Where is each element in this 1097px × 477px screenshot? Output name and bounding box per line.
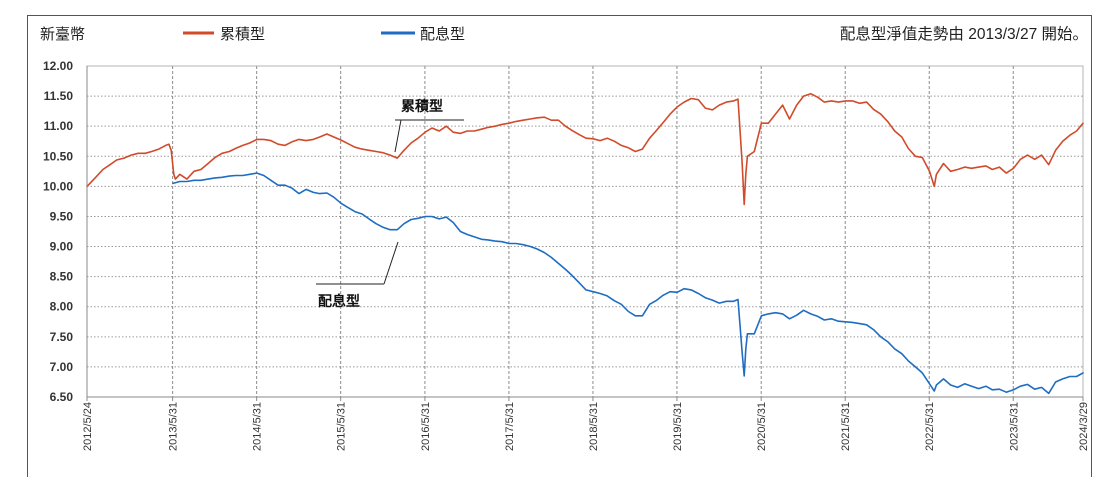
legend-label-accumulation: 累積型 bbox=[220, 26, 265, 43]
x-tick-label: 2019/5/31 bbox=[672, 402, 684, 451]
y-tick-label: 9.50 bbox=[50, 209, 74, 223]
y-tick-label: 8.00 bbox=[50, 300, 74, 314]
x-tick-label: 2016/5/31 bbox=[420, 402, 432, 451]
y-tick-label: 8.50 bbox=[50, 270, 74, 284]
x-tick-label: 2015/5/31 bbox=[336, 402, 348, 451]
callout-label-accumulation: 累積型 bbox=[401, 98, 443, 114]
callout-leader-distribution bbox=[383, 241, 399, 285]
series-line-accumulation bbox=[86, 92, 1084, 206]
start-date-note: 配息型淨值走勢由 2013/3/27 開始。 bbox=[840, 25, 1088, 43]
x-tick-label: 2014/5/31 bbox=[252, 402, 264, 451]
y-tick-label: 10.50 bbox=[43, 149, 73, 163]
callout-accumulation: 累積型 bbox=[394, 98, 464, 153]
outer-frame bbox=[27, 15, 1092, 477]
y-tick-label: 7.50 bbox=[50, 330, 74, 344]
series-line-distribution bbox=[172, 172, 1084, 395]
series-lines bbox=[86, 92, 1084, 395]
y-axis-tick-labels: 12.00 11.50 11.00 10.50 10.00 9.50 9.00 8.50 8.0… bbox=[43, 59, 73, 404]
legend-label-distribution: 配息型 bbox=[420, 26, 465, 43]
callout-label-distribution: 配息型 bbox=[318, 293, 360, 309]
y-tick-label: 11.00 bbox=[44, 119, 74, 133]
x-tick-label: 2023/5/31 bbox=[1008, 402, 1020, 451]
x-tick-label: 2024/3/29 bbox=[1078, 402, 1090, 451]
y-tick-label: 11.50 bbox=[44, 89, 74, 103]
y-tick-label: 9.00 bbox=[50, 240, 74, 254]
x-tick-label: 2012/5/24 bbox=[82, 402, 94, 451]
x-tick-label: 2013/5/31 bbox=[168, 402, 180, 451]
y-tick-label: 10.00 bbox=[43, 179, 73, 193]
x-tick-label: 2020/5/31 bbox=[756, 402, 768, 451]
y-tick-label: 12.00 bbox=[43, 59, 73, 73]
callout-distribution: 配息型 bbox=[316, 241, 399, 309]
x-tick-label: 2017/5/31 bbox=[504, 402, 516, 451]
x-tick-label: 2021/5/31 bbox=[840, 402, 852, 451]
currency-label: 新臺幣 bbox=[40, 26, 85, 43]
x-tick-label: 2022/5/31 bbox=[924, 402, 936, 451]
x-tick-label: 2018/5/31 bbox=[588, 402, 600, 451]
legend: 累積型 配息型 bbox=[183, 26, 465, 43]
gridlines bbox=[86, 66, 1084, 401]
plot-area bbox=[86, 65, 1084, 398]
y-tick-label: 6.50 bbox=[50, 390, 74, 404]
y-tick-label: 7.00 bbox=[50, 360, 74, 374]
x-axis-tick-labels: 2012/5/24 2013/5/31 2014/5/31 2015/5/31 2016… bbox=[82, 402, 1090, 451]
callout-leader-accumulation bbox=[394, 119, 402, 153]
